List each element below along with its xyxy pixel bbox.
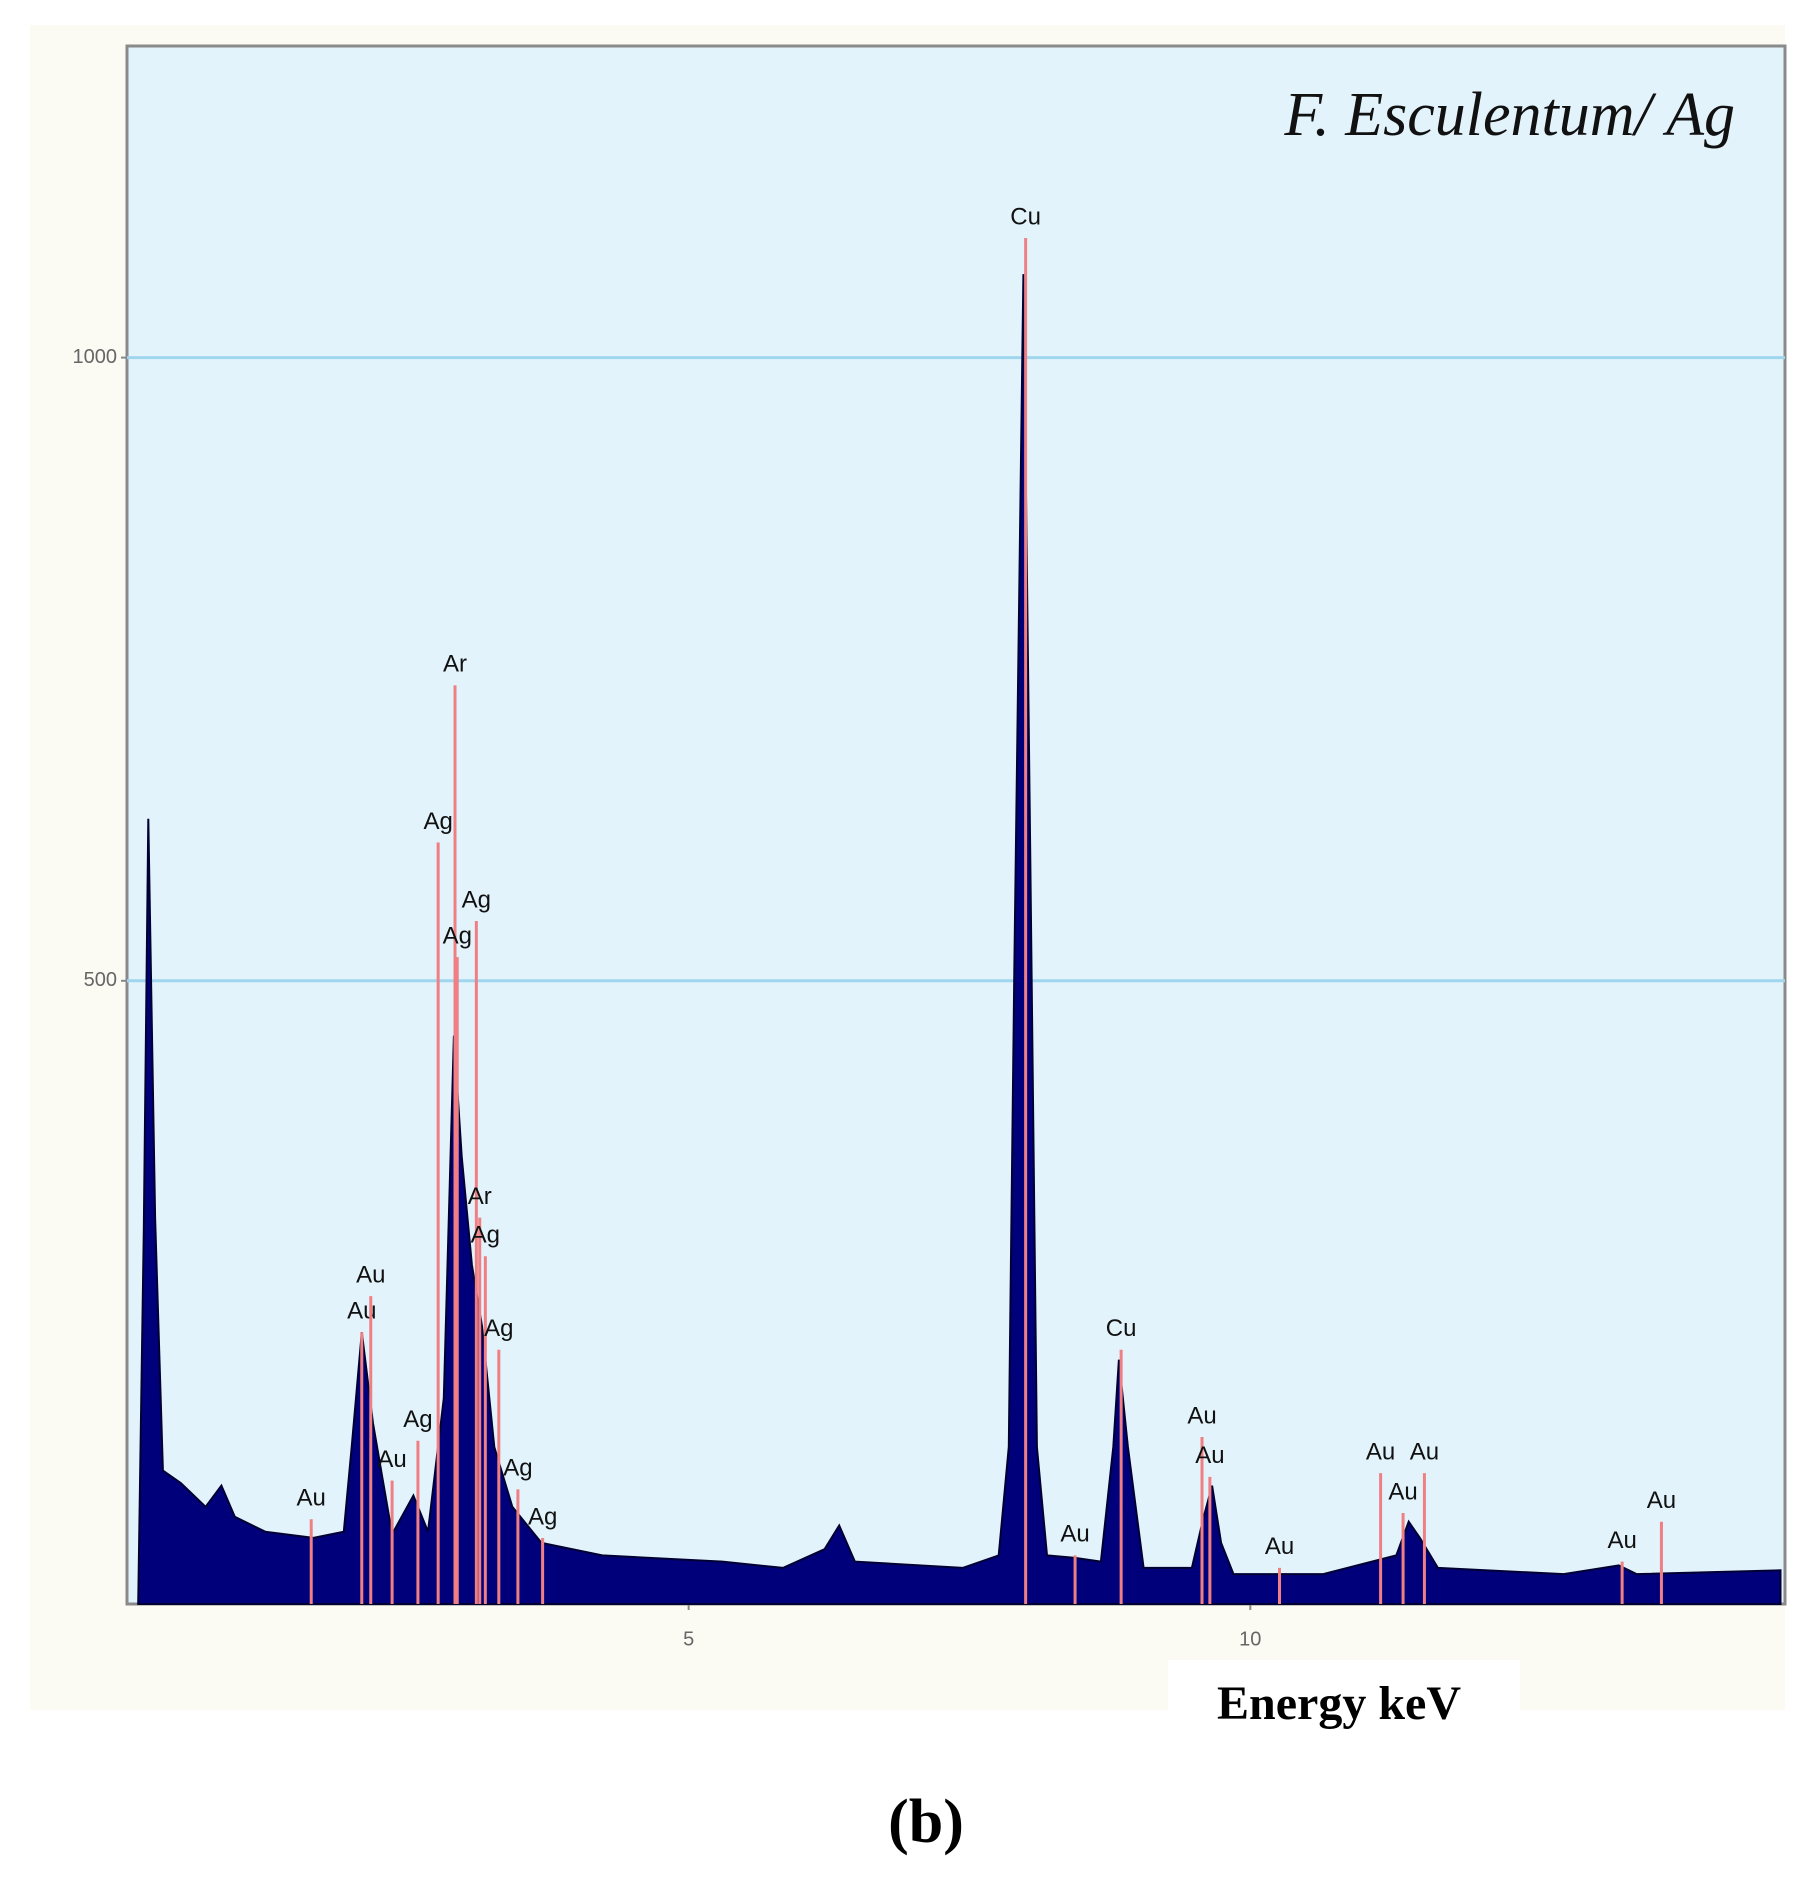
- peak-label: Au: [1060, 1521, 1089, 1548]
- peak-label: Ag: [403, 1406, 432, 1433]
- chart-title: F. Esculentum/ Ag: [1283, 81, 1735, 149]
- plot-area: [125, 44, 1787, 1606]
- x-tick-label: 5: [683, 1628, 694, 1650]
- peak-label: Ag: [423, 808, 452, 835]
- peak-label: Ar: [443, 651, 467, 678]
- peak-label: Ag: [528, 1503, 557, 1530]
- peak-label: Ar: [468, 1183, 492, 1210]
- peak-label: Au: [1388, 1478, 1417, 1505]
- peak-label: Au: [1647, 1487, 1676, 1514]
- xlabel-box: [1168, 1660, 1520, 1740]
- y-tick-label: 1000: [73, 346, 118, 368]
- x-tick-label: 10: [1239, 1628, 1261, 1650]
- caption: (b): [888, 1788, 964, 1856]
- peak-label: Au: [356, 1261, 385, 1288]
- peak-label: Ag: [462, 886, 491, 913]
- peak-label: Ag: [503, 1455, 532, 1482]
- peak-label: Au: [1410, 1438, 1439, 1465]
- peak-label: Ag: [484, 1315, 513, 1342]
- peak-label: Au: [1187, 1402, 1216, 1429]
- y-tick-label: 500: [84, 969, 117, 991]
- peak-label: Au: [297, 1485, 326, 1512]
- spectrum: [137, 274, 1782, 1605]
- peak-label: Au: [1195, 1442, 1224, 1469]
- peak-label: Au: [1607, 1527, 1636, 1554]
- peak-label: Au: [1265, 1533, 1294, 1560]
- peak-label: Au: [1366, 1438, 1395, 1465]
- peak-label: Cu: [1010, 203, 1041, 230]
- peak-label: Cu: [1106, 1315, 1137, 1342]
- x-axis-label: Energy keV: [1217, 1677, 1461, 1730]
- peak-label: Ag: [471, 1222, 500, 1249]
- peak-label: Ag: [443, 922, 472, 949]
- peak-label: Au: [377, 1446, 406, 1473]
